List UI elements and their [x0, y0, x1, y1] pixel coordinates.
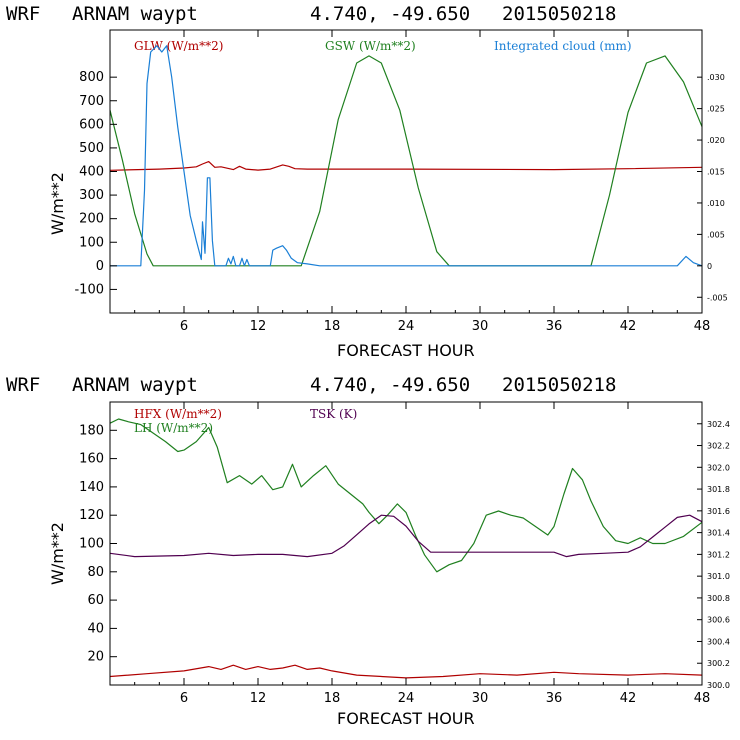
bottom-y2-tick-label: 302.2 — [707, 442, 730, 451]
bottom-x-tick-label: 48 — [694, 691, 711, 706]
bottom-y2-tick-label: 300.2 — [707, 659, 730, 668]
bottom-y2-tick-label: 301.4 — [707, 529, 730, 538]
bottom-header-model: WRF — [6, 374, 40, 396]
top-y-tick-label: 200 — [79, 212, 104, 227]
top-y2-tick-label: .010 — [707, 199, 725, 208]
top-series-1 — [109, 55, 703, 267]
bottom-x-tick-label: 18 — [324, 691, 341, 706]
top-y-tick-label: 800 — [79, 70, 104, 85]
bottom-series-0 — [109, 664, 703, 679]
bottom-y-tick-label: 20 — [87, 650, 104, 665]
top-header-coords: 4.740, -49.650 — [310, 3, 470, 25]
top-y-tick-label: 100 — [79, 235, 104, 250]
bottom-y-tick-label: 120 — [79, 508, 104, 523]
top-header-model: WRF — [6, 3, 40, 25]
bottom-legend-hfx: HFX (W/m**2) — [134, 407, 222, 421]
top-y2-tick-label: .030 — [707, 73, 725, 82]
top-y-tick-label: 300 — [79, 188, 104, 203]
top-header-site: ARNAM waypt — [72, 3, 198, 25]
bottom-x-tick-label: 42 — [620, 691, 637, 706]
bottom-y2-tick-label: 300.8 — [707, 594, 730, 603]
top-plot-frame — [109, 29, 703, 314]
top-series-0 — [109, 161, 703, 171]
bottom-header-site: ARNAM waypt — [72, 374, 198, 396]
bottom-y-tick-label: 80 — [87, 565, 104, 580]
top-y-tick-label: 500 — [79, 141, 104, 156]
bottom-y2-tick-label: 300.0 — [707, 681, 730, 690]
bottom-y2-tick-label: 301.8 — [707, 485, 730, 494]
bottom-y-tick-label: 140 — [79, 480, 104, 495]
bottom-y2-tick-label: 300.6 — [707, 616, 730, 625]
bottom-y2-tick-label: 302.4 — [707, 420, 730, 429]
top-legend-gsw: GSW (W/m**2) — [325, 39, 416, 53]
top-y-tick-label: 400 — [79, 165, 104, 180]
bottom-y-tick-label: 180 — [79, 423, 104, 438]
bottom-series-2 — [109, 514, 703, 558]
top-y2-tick-label: 0 — [707, 262, 712, 271]
bottom-y-axis-label: W/m**2 — [48, 522, 67, 585]
top-header-run: 2015050218 — [502, 3, 616, 25]
bottom-y-tick-label: 60 — [87, 593, 104, 608]
bottom-x-tick-label: 6 — [180, 691, 188, 706]
top-x-tick-label: 48 — [694, 319, 711, 334]
bottom-panel: WRF ARNAM waypt 4.740, -49.650 201505021… — [6, 374, 730, 728]
top-y2-tick-label: .020 — [707, 136, 725, 145]
top-x-tick-label: 18 — [324, 319, 341, 334]
bottom-series-1 — [109, 418, 703, 573]
top-y-tick-label: -100 — [74, 282, 104, 297]
top-y2-tick-label: .005 — [707, 230, 725, 239]
top-y2-tick-label: .025 — [707, 105, 725, 114]
top-x-tick-label: 6 — [180, 319, 188, 334]
bottom-y2-tick-label: 301.2 — [707, 550, 730, 559]
bottom-plot-frame — [109, 401, 703, 686]
bottom-x-tick-label: 12 — [250, 691, 267, 706]
bottom-x-axis-label: FORECAST HOUR — [337, 709, 475, 728]
top-y-axis-label: W/m**2 — [48, 172, 67, 235]
top-y-tick-label: 0 — [96, 259, 104, 274]
top-series-2 — [110, 45, 703, 267]
bottom-legend-tsk: TSK (K) — [310, 407, 357, 421]
top-legend-glw: GLW (W/m**2) — [134, 39, 223, 53]
top-x-tick-label: 30 — [472, 319, 489, 334]
top-panel: WRF ARNAM waypt 4.740, -49.650 201505021… — [6, 3, 728, 360]
top-x-tick-label: 36 — [546, 319, 563, 334]
bottom-y2-tick-label: 300.4 — [707, 637, 730, 646]
bottom-legend-lh: LH (W/m**2) — [134, 421, 213, 435]
top-x-tick-label: 12 — [250, 319, 267, 334]
top-y2-tick-label: -.005 — [707, 293, 728, 302]
top-legend-cloud: Integrated cloud (mm) — [494, 39, 632, 53]
bottom-x-tick-label: 24 — [398, 691, 415, 706]
top-x-axis-label: FORECAST HOUR — [337, 341, 475, 360]
bottom-header-run: 2015050218 — [502, 374, 616, 396]
bottom-y-tick-label: 100 — [79, 537, 104, 552]
top-y-tick-label: 700 — [79, 94, 104, 109]
bottom-y2-tick-label: 302.0 — [707, 463, 730, 472]
top-y-tick-label: 600 — [79, 117, 104, 132]
bottom-x-tick-label: 30 — [472, 691, 489, 706]
bottom-y-tick-label: 40 — [87, 621, 104, 636]
bottom-x-tick-label: 36 — [546, 691, 563, 706]
bottom-y-tick-label: 160 — [79, 452, 104, 467]
top-x-tick-label: 42 — [620, 319, 637, 334]
bottom-header-coords: 4.740, -49.650 — [310, 374, 470, 396]
top-y2-tick-label: .015 — [707, 168, 725, 177]
bottom-y2-tick-label: 301.0 — [707, 572, 730, 581]
bottom-y2-tick-label: 301.6 — [707, 507, 730, 516]
top-x-tick-label: 24 — [398, 319, 415, 334]
